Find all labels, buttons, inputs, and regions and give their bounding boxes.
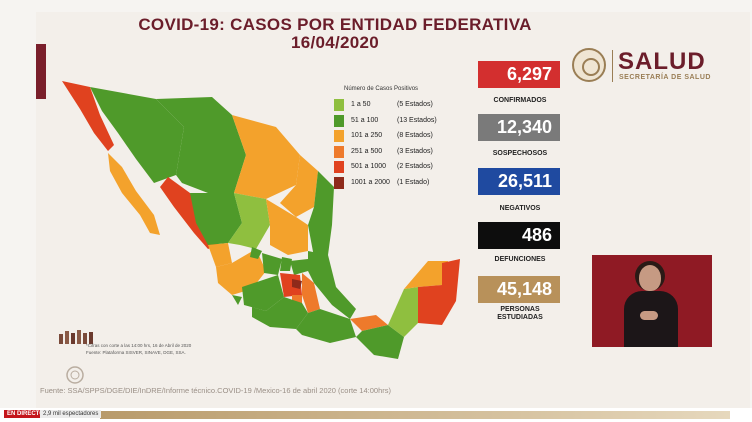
legend-item: 501 a 1000 (2 Estados) [334, 161, 474, 174]
stat-confirmados-value: 6,297 [478, 61, 560, 88]
legend-swatch [334, 130, 344, 143]
state-quintana-roo [418, 259, 460, 325]
accent-bar [36, 44, 46, 99]
stat-personas-label-line1: PERSONAS [500, 306, 540, 313]
legend-item: 101 a 250 (8 Estados) [334, 130, 474, 143]
data-cutoff-note: *Cifras con corte a las 14:00 hrs, 16 de… [86, 342, 191, 356]
legend-range: 51 a 100 [351, 116, 379, 124]
title-date: 16/04/2020 [290, 33, 380, 52]
state-chiapas [356, 325, 404, 359]
state-queretaro [280, 257, 292, 271]
state-coahuila [232, 115, 300, 199]
emblem-icon [66, 366, 84, 384]
state-baja-california-sur [108, 153, 160, 235]
logo-subtitle: SECRETARÍA DE SALUD [619, 74, 711, 81]
logo-divider [612, 50, 613, 82]
legend-count: (3 Estados) [397, 147, 433, 155]
legend-range: 1 a 50 [351, 101, 371, 108]
state-guanajuato [262, 253, 282, 275]
state-michoacan [242, 275, 284, 311]
legend-item: 251 a 500 (3 Estados) [334, 145, 474, 159]
state-yucatan [404, 261, 448, 289]
stat-defunciones-label: DEFUNCIONES [494, 256, 546, 263]
legend-count: (2 Estados) [397, 163, 433, 171]
legend-swatch [334, 176, 344, 189]
interpreter-head [639, 265, 661, 291]
legend-item: 51 a 100 (13 Estados) [334, 114, 474, 128]
state-zacatecas [228, 193, 270, 249]
stat-negativos-label: NEGATIVOS [499, 205, 541, 212]
stat-sospechosos-value: 12,340 [478, 114, 560, 141]
state-puebla [302, 273, 320, 313]
live-badge: EN DIRECTO [4, 410, 47, 418]
legend-swatch [334, 161, 344, 174]
legend-swatch [334, 114, 344, 127]
state-tabasco [350, 315, 388, 331]
state-durango [190, 193, 242, 245]
mexico-map [62, 81, 460, 359]
legend-count: (8 Estados) [397, 132, 433, 140]
note-line-1: *Cifras con corte a las 14:00 hrs, 16 de… [86, 343, 192, 348]
state-guerrero [252, 297, 308, 329]
progress-bar [100, 411, 730, 419]
people-illustration-icon [59, 330, 93, 344]
stat-personas-value: 45,148 [478, 276, 560, 303]
salud-logo: SALUD SECRETARÍA DE SALUD [572, 46, 722, 88]
legend-count: (13 Estados) [397, 116, 437, 124]
legend-swatch [334, 145, 344, 158]
viewer-count: 2,9 mil espectadores [40, 410, 102, 418]
legend-count: (1 Estado) [397, 178, 430, 186]
sign-language-interpreter-video [592, 255, 712, 347]
legend-item: 1 a 50 (5 Estados) [334, 99, 474, 112]
state-slp [266, 199, 308, 255]
stat-confirmados-label: CONFIRMADOS [493, 97, 547, 104]
interpreter-hand [640, 311, 658, 320]
legend-range: 1001 a 2000 [351, 178, 390, 186]
state-nuevo-leon [280, 155, 318, 217]
seal-icon [572, 48, 606, 82]
source-footer: Fuente: SSA/SPPS/DGE/DIE/InDRE/Informe t… [40, 386, 391, 395]
stat-negativos-value: 26,511 [478, 168, 560, 195]
state-chihuahua [156, 97, 246, 193]
state-aguascalientes [250, 247, 262, 259]
legend-range: 501 a 1000 [351, 163, 387, 171]
state-colima [232, 295, 242, 305]
legend: Número de Casos Positivos 1 a 50 (5 Esta… [334, 86, 474, 193]
legend-swatch [334, 99, 344, 111]
legend-title: Número de Casos Positivos [344, 86, 419, 92]
legend-range: 251 a 500 [351, 147, 383, 155]
slide-title: COVID-19: CASOS POR ENTIDAD FEDERATIVA 1… [120, 16, 550, 52]
legend-item: 1001 a 2000 (1 Estado) [334, 176, 474, 190]
state-veracruz [308, 251, 356, 319]
stat-personas-label-line2: ESTUDIADAS [497, 314, 543, 321]
stat-personas-label: PERSONAS ESTUDIADAS [470, 306, 570, 322]
state-oaxaca [296, 309, 356, 343]
stat-defunciones-value: 486 [478, 222, 560, 249]
legend-count: (5 Estados) [397, 101, 433, 108]
state-sonora [90, 87, 184, 183]
state-hidalgo [290, 259, 308, 275]
note-line-2: Fuente: Plataforma SISVER, SINAVE, DGE, … [86, 350, 186, 355]
state-cdmx [292, 279, 302, 289]
state-tamaulipas [308, 171, 334, 257]
state-nayarit [208, 243, 232, 267]
legend-range: 101 a 250 [351, 132, 383, 140]
stat-sospechosos-label: SOSPECHOSOS [492, 150, 548, 157]
state-baja-california [62, 81, 114, 151]
logo-name: SALUD [618, 48, 706, 75]
title-line-1: COVID-19: CASOS POR ENTIDAD FEDERATIVA [138, 15, 532, 34]
state-edomex [280, 273, 302, 297]
state-campeche [388, 287, 418, 337]
